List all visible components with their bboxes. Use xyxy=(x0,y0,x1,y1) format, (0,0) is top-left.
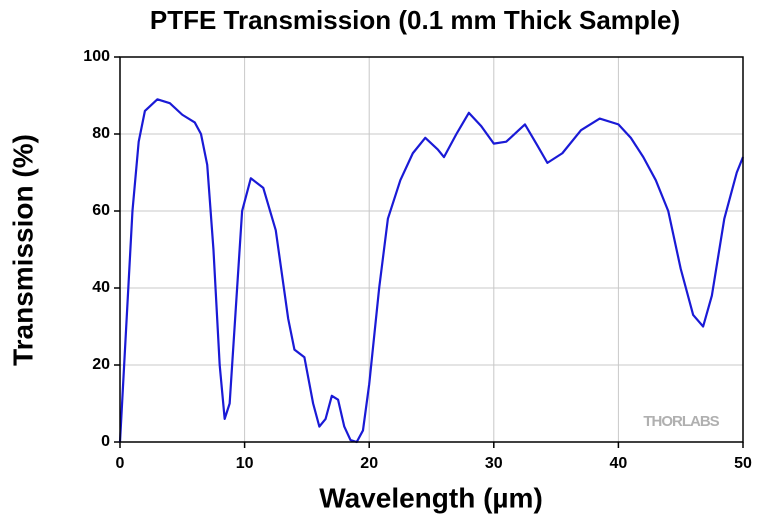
y-tick-label: 40 xyxy=(92,279,110,296)
x-tick-label: 0 xyxy=(116,455,125,472)
x-tick-label: 50 xyxy=(734,455,752,472)
x-tick-label: 20 xyxy=(360,455,378,472)
x-tick-label: 10 xyxy=(236,455,254,472)
x-tick-label: 30 xyxy=(485,455,503,472)
plot-frame xyxy=(119,56,744,443)
y-tick-label: 100 xyxy=(83,48,110,65)
y-tick-label: 60 xyxy=(92,202,110,219)
data-line xyxy=(118,98,745,444)
y-axis-label: Transmission (%) xyxy=(7,134,38,366)
x-axis-label: Wavelength (µm) xyxy=(319,482,543,513)
y-tick-label: 20 xyxy=(92,356,110,373)
x-tick-label: 40 xyxy=(610,455,628,472)
y-tick-label: 80 xyxy=(92,125,110,142)
watermark: THORLABS xyxy=(643,413,719,430)
y-tick-label: 0 xyxy=(101,433,110,450)
chart-title: PTFE Transmission (0.1 mm Thick Sample) xyxy=(150,5,680,35)
